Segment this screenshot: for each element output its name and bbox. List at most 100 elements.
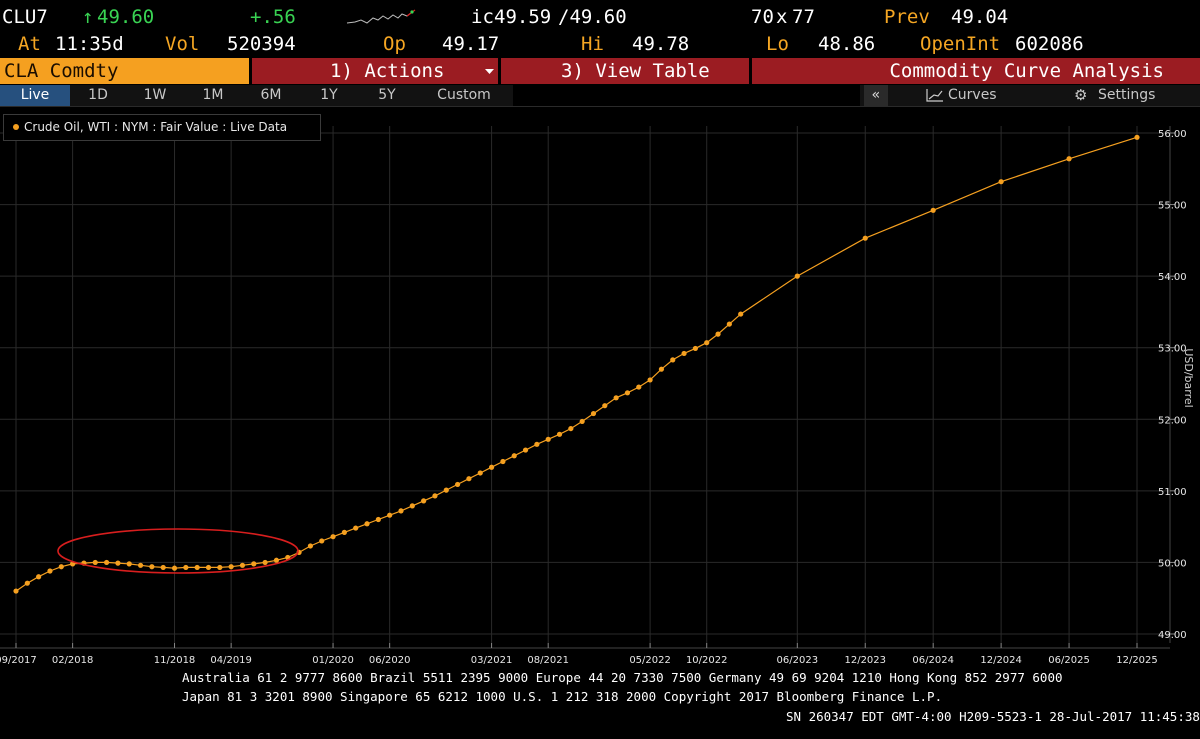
x-tick-label: 12/2024 — [980, 655, 1022, 666]
curve-point — [658, 366, 665, 372]
collapse-button[interactable]: « — [864, 85, 888, 106]
curve-point — [704, 340, 710, 346]
tab-spacer — [513, 85, 860, 106]
x-tick-label: 11/2018 — [154, 655, 196, 666]
curve-point — [636, 384, 642, 390]
x-tick-label: 06/2023 — [777, 655, 819, 666]
curve-point — [364, 521, 370, 527]
y-tick-label: 54.00 — [1158, 272, 1187, 283]
x-tick-label: 01/2020 — [312, 655, 354, 666]
view-table-button[interactable]: 3) View Table — [501, 58, 749, 84]
curve-point — [398, 508, 404, 514]
tab-custom[interactable]: Custom — [437, 87, 491, 103]
bid-size: 70 — [751, 6, 774, 28]
ask-price: /49.60 — [558, 6, 627, 28]
curve-point — [47, 568, 53, 574]
curve-point — [692, 345, 698, 352]
curve-point — [375, 516, 381, 523]
x-tick-label: 06/2024 — [912, 655, 954, 666]
curves-label: Curves — [948, 87, 997, 103]
x-tick-label: 05/2022 — [629, 655, 671, 666]
curve-point — [579, 418, 585, 425]
tab-1m[interactable]: 1M — [202, 87, 224, 103]
tab-1y[interactable]: 1Y — [320, 87, 338, 103]
legend-label: Crude Oil, WTI : NYM : Fair Value : Live… — [24, 120, 288, 134]
curve-point — [115, 560, 121, 566]
vol-value: 520394 — [227, 33, 296, 55]
curve-point — [624, 390, 631, 396]
tab-1d[interactable]: 1D — [88, 87, 108, 103]
curve-point — [998, 179, 1004, 185]
curve-line — [15, 136, 1138, 592]
low-value: 48.86 — [818, 33, 876, 55]
curve-point — [36, 574, 42, 580]
curve-point — [1066, 156, 1072, 162]
curve-point — [103, 559, 110, 566]
curve-point — [273, 557, 280, 563]
curve-point — [488, 464, 495, 470]
curve-point — [432, 493, 438, 499]
curve-point — [194, 564, 200, 571]
curve-point — [511, 453, 517, 459]
x-tick-label: 06/2020 — [369, 655, 411, 666]
curve-point — [353, 525, 359, 531]
curve-point — [443, 487, 449, 493]
footer-contacts-2: Japan 81 3 3201 8900 Singapore 65 6212 1… — [182, 689, 943, 704]
chart-legend[interactable]: Crude Oil, WTI : NYM : Fair Value : Live… — [3, 114, 321, 141]
high-value: 49.78 — [632, 33, 690, 55]
curve-point — [307, 543, 314, 549]
curve-point — [862, 235, 868, 241]
open-interest-label: OpenInt — [920, 33, 1001, 55]
security-input[interactable]: CLA Comdty — [0, 58, 249, 84]
x-tick-label: 03/2021 — [471, 655, 513, 666]
view-table-label: 3) View Table — [561, 60, 710, 82]
grid-lines — [0, 126, 1171, 649]
dropdown-arrow-icon — [485, 69, 494, 74]
curve-point — [421, 498, 427, 504]
y-axis: 56.00 55.00 54.00 53.00 52.00 51.00 50.00 49.00 — [1158, 129, 1187, 641]
y-tick-label: 55.00 — [1158, 201, 1187, 212]
curve-point — [387, 512, 393, 518]
curve-point — [477, 470, 483, 476]
tab-5y[interactable]: 5Y — [378, 87, 396, 103]
bid-price: 49.59 — [494, 6, 552, 28]
settings-label: Settings — [1098, 87, 1156, 103]
curve-point — [126, 561, 132, 567]
function-title: Commodity Curve Analysis — [752, 58, 1200, 84]
curve-point — [330, 534, 336, 540]
tab-live[interactable]: Live — [0, 85, 70, 106]
curve-point — [726, 321, 732, 327]
curve-point — [319, 538, 325, 544]
x-tick-label: 09/2017 — [0, 655, 37, 666]
curve-point — [590, 410, 597, 417]
function-toolbar: CLA Comdty 1) Actions 3) View Table Comm… — [0, 58, 1200, 84]
open-label: Op — [383, 33, 406, 55]
curve-point — [137, 562, 144, 568]
curves-button[interactable]: Curves — [918, 85, 1018, 106]
y-tick-label: 56.00 — [1158, 129, 1187, 140]
actions-label: 1) Actions — [330, 60, 445, 82]
highlight-ellipse — [57, 528, 299, 574]
settings-button[interactable]: ⚙ Settings — [1070, 85, 1180, 106]
x-tick-label: 12/2025 — [1116, 655, 1158, 666]
x-tick-label: 04/2019 — [210, 655, 252, 666]
y-axis-label: USD/barrel — [1182, 348, 1195, 407]
tab-1w[interactable]: 1W — [143, 87, 167, 103]
curve-point — [239, 562, 246, 568]
curve-point — [794, 273, 800, 279]
x-tick-label: 10/2022 — [686, 655, 728, 666]
curve-point — [466, 476, 472, 482]
vol-label: Vol — [165, 33, 200, 55]
tab-6m[interactable]: 6M — [260, 87, 282, 103]
y-tick-label: 50.00 — [1158, 558, 1187, 569]
low-label: Lo — [766, 33, 789, 55]
y-tick-label: 49.00 — [1158, 630, 1187, 641]
curve-point — [930, 207, 936, 213]
size-separator: x — [776, 6, 788, 28]
actions-menu-button[interactable]: 1) Actions — [252, 58, 498, 84]
curve-point — [160, 564, 166, 571]
ask-size: 77 — [792, 6, 815, 28]
curve-point — [149, 564, 155, 570]
prev-label: Prev — [884, 6, 930, 28]
curve-point — [568, 425, 574, 432]
